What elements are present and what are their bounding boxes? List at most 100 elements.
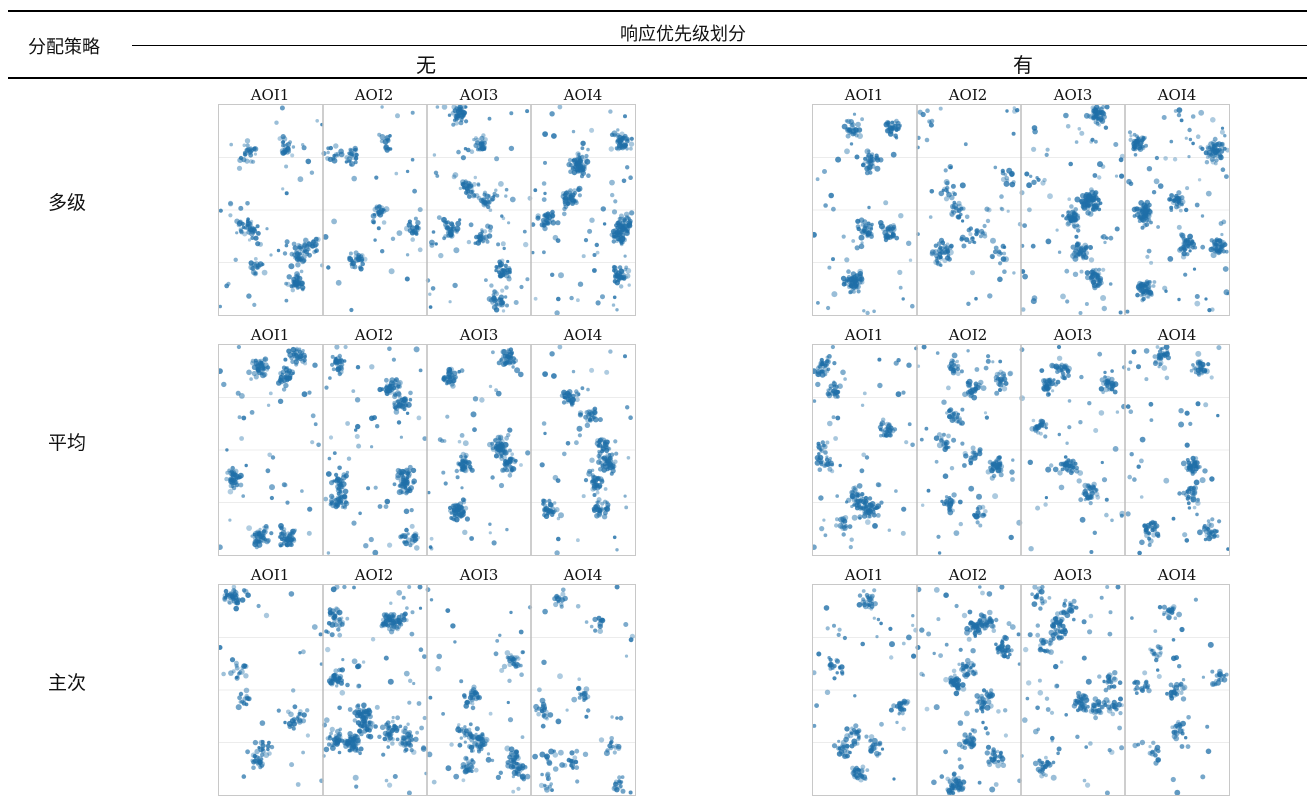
scatter-point xyxy=(354,156,358,160)
scatter-point xyxy=(1001,177,1006,182)
scatter-point xyxy=(315,119,319,123)
scatter-point xyxy=(1027,207,1032,212)
scatter-point xyxy=(983,514,986,517)
scatter-point xyxy=(1174,204,1179,209)
scatter-point xyxy=(392,403,395,406)
scatter-point xyxy=(551,373,557,379)
scatter-point xyxy=(1195,498,1200,503)
scatter-point xyxy=(377,133,381,137)
scatter-point xyxy=(473,396,478,401)
scatter-point xyxy=(1126,511,1131,516)
scatter-point xyxy=(411,111,415,115)
scatter-point xyxy=(819,526,824,531)
scatter-point xyxy=(859,235,865,241)
scatter-point xyxy=(510,197,516,203)
scatter-point xyxy=(615,240,618,243)
scatter-point xyxy=(1204,368,1210,374)
scatter-point xyxy=(1086,483,1091,488)
scatter-point xyxy=(543,161,547,165)
scatter-point xyxy=(960,369,964,373)
scatter-point xyxy=(461,155,466,160)
scatter-point xyxy=(880,420,886,426)
scatter-point xyxy=(1120,514,1124,518)
scatter-point xyxy=(496,242,500,246)
scatter-point xyxy=(1189,138,1192,141)
scatter-point xyxy=(415,731,419,735)
scatter-point xyxy=(393,379,397,383)
scatter-point xyxy=(622,237,627,242)
scatter-point xyxy=(976,520,980,524)
scatter-point xyxy=(256,224,260,228)
scatter-point xyxy=(1031,147,1036,152)
scatter-point xyxy=(956,360,959,363)
scatter-point xyxy=(945,186,949,190)
scatter-point xyxy=(358,512,362,516)
scatter-point xyxy=(1099,201,1103,205)
scatter-point xyxy=(1100,295,1106,301)
scatter-point xyxy=(373,724,378,729)
scatter-point xyxy=(300,270,304,274)
scatter-point xyxy=(1210,307,1214,311)
scatter-point xyxy=(588,417,592,421)
scatter-point xyxy=(269,531,273,535)
scatter-point xyxy=(328,736,333,741)
scatter-point xyxy=(1132,349,1137,354)
scatter-point xyxy=(572,370,575,373)
scatter-point xyxy=(234,661,239,666)
scatter-point xyxy=(464,741,467,744)
scatter-point xyxy=(334,504,339,509)
scatter-point xyxy=(1045,496,1048,499)
scatter-point xyxy=(601,206,606,211)
scatter-point xyxy=(249,159,254,164)
scatter-point xyxy=(1075,466,1079,470)
scatter-point xyxy=(879,428,883,432)
scatter-point xyxy=(984,366,989,371)
scatter-point xyxy=(630,137,634,141)
scatter-plot xyxy=(812,344,1230,556)
scatter-point xyxy=(386,737,391,742)
scatter-point xyxy=(498,261,504,267)
scatter-point xyxy=(233,478,236,481)
scatter-point xyxy=(587,229,592,234)
scatter-point xyxy=(832,361,836,365)
scatter-point xyxy=(293,704,298,709)
scatter-point xyxy=(459,109,463,113)
scatter-point xyxy=(1103,371,1106,374)
scatter-point xyxy=(1206,155,1210,159)
scatter-point xyxy=(921,112,926,117)
scatter-point xyxy=(813,544,817,550)
scatter-point xyxy=(990,238,996,244)
scatter-point xyxy=(1154,178,1160,184)
scatter-point xyxy=(505,188,509,192)
scatter-point xyxy=(957,420,960,423)
scatter-point xyxy=(597,497,602,502)
scatter-point xyxy=(329,622,335,628)
scatter-point xyxy=(951,438,956,443)
scatter-point xyxy=(628,175,633,180)
scatter-point xyxy=(613,296,617,300)
scatter-point xyxy=(1080,270,1084,274)
scatter-point xyxy=(391,720,395,724)
scatter-point xyxy=(469,467,473,471)
scatter-point xyxy=(1153,280,1157,284)
scatter-point xyxy=(1173,157,1177,161)
scatter-point xyxy=(1105,236,1108,239)
scatter-point xyxy=(615,280,620,285)
scatter-point xyxy=(832,415,836,419)
scatter-point xyxy=(494,269,498,273)
scatter-point xyxy=(455,106,458,109)
scatter-point xyxy=(391,737,395,741)
scatter-point xyxy=(879,434,883,438)
scatter-point xyxy=(411,478,417,484)
scatter-point xyxy=(451,380,455,384)
scatter-point xyxy=(949,211,954,216)
scatter-point xyxy=(491,350,495,354)
scatter-point xyxy=(962,392,968,398)
scatter-point xyxy=(608,349,612,353)
scatter-point xyxy=(827,467,832,472)
scatter-svg xyxy=(219,345,635,555)
scatter-point xyxy=(397,230,403,236)
scatter-point xyxy=(490,475,494,479)
scatter-point xyxy=(840,370,846,376)
scatter-point xyxy=(1045,422,1049,426)
